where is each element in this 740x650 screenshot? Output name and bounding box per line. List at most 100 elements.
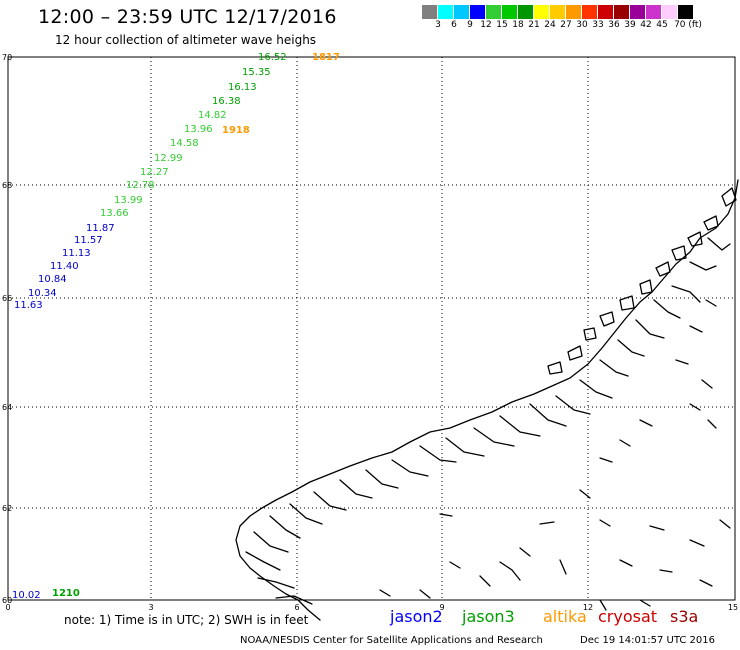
fjord: [339, 479, 373, 499]
lake: [479, 575, 491, 587]
wave-height-reading: 12.78: [126, 180, 155, 191]
wave-height-reading: 13.66: [100, 208, 129, 219]
fjord: [365, 469, 399, 489]
fjord: [617, 339, 645, 357]
wave-height-reading: 16.13: [228, 82, 257, 93]
lake: [719, 519, 731, 529]
legend-swatch: [454, 5, 470, 19]
wave-height-reading: 10.34: [28, 288, 57, 299]
y-tick-label: 60: [2, 596, 12, 605]
legend-label: 27: [560, 20, 572, 30]
legend-label: 70 (ft): [674, 20, 702, 30]
legend-swatch: [598, 5, 614, 19]
fjord: [445, 437, 485, 457]
legend-swatch: [662, 5, 678, 19]
fjord: [269, 515, 301, 539]
lake: [689, 403, 701, 411]
legend-swatch: [502, 5, 518, 19]
island: [655, 261, 671, 277]
wave-height-reading: 15.35: [242, 67, 271, 78]
map-grid: [7, 56, 736, 601]
altimeter-readings: 16.52 1817 15.35 16.13 16.38 14.82 13.96 1918 14…: [12, 52, 340, 601]
legend-swatch: [534, 5, 550, 19]
fjord: [635, 319, 665, 339]
island: [583, 327, 597, 341]
coastline: [235, 179, 739, 621]
lake: [599, 599, 607, 611]
x-tick-label: 15: [728, 603, 738, 612]
fjord: [289, 503, 323, 525]
legend-swatch: [630, 5, 646, 19]
lake: [499, 561, 521, 581]
wave-height-reading: 13.99: [114, 195, 143, 206]
wave-height-reading: 10.02: [12, 590, 41, 601]
lake: [619, 559, 633, 567]
fjord: [707, 237, 731, 251]
legend-swatch: [486, 5, 502, 19]
legend-label: 36: [608, 20, 620, 30]
lake: [379, 589, 391, 597]
wave-height-reading: 11.57: [74, 235, 103, 246]
wave-height-reading: 11.13: [62, 248, 91, 259]
legend-swatch: [438, 5, 454, 19]
wave-height-reading: 13.96: [184, 124, 213, 135]
fjord: [313, 491, 347, 511]
map-axes: 0 3 6 9 12 15 70 68 66 64 62 60: [2, 53, 738, 612]
x-tick-label: 3: [148, 603, 153, 612]
y-tick-label: 66: [2, 294, 12, 303]
color-legend-labels: 3 6 9 12 15 18 21 24 27 30 33 36 39 42 45 70 (ft): [422, 20, 732, 32]
satellite-legend-jason3: jason3: [462, 607, 515, 626]
lake: [539, 521, 555, 525]
legend-swatch: [518, 5, 534, 19]
legend-swatch: [646, 5, 662, 19]
island: [639, 279, 653, 295]
legend-label: 15: [496, 20, 508, 30]
lake: [449, 561, 461, 569]
y-tick-label: 70: [2, 53, 12, 62]
lake: [705, 299, 717, 307]
lake: [579, 489, 591, 499]
legend-swatch: [550, 5, 566, 19]
fjord: [689, 261, 717, 271]
lake: [675, 359, 689, 365]
wave-height-reading: 14.82: [198, 110, 227, 121]
legend-label: 42: [640, 20, 652, 30]
fjord: [653, 299, 681, 319]
legend-label: 33: [592, 20, 604, 30]
lake: [619, 439, 631, 447]
legend-label: 24: [544, 20, 556, 30]
legend-swatch: [470, 5, 486, 19]
fjord: [529, 403, 567, 427]
legend-label: 39: [624, 20, 636, 30]
fjord: [257, 577, 295, 589]
fjord: [599, 359, 629, 377]
wave-height-reading: 10.84: [38, 274, 67, 285]
island: [721, 187, 737, 207]
fjord: [391, 459, 429, 477]
fjord: [275, 595, 313, 605]
wave-height-reading: 1210: [52, 588, 80, 599]
legend-label: 45: [656, 20, 668, 30]
legend-label: 9: [467, 20, 473, 30]
fjord: [555, 395, 591, 415]
x-tick-label: 9: [439, 603, 444, 612]
satellite-legend-s3a: s3a: [670, 607, 699, 626]
coastline-main: [235, 179, 739, 621]
lake: [639, 419, 653, 427]
map-note: note: 1) Time is in UTC; 2) SWH is in fe…: [64, 613, 309, 627]
lake: [599, 519, 611, 527]
island: [703, 215, 719, 231]
x-tick-label: 6: [294, 603, 299, 612]
x-tick-label: 12: [583, 603, 593, 612]
wave-height-reading: 1817: [312, 52, 340, 63]
lake: [699, 579, 713, 587]
lake: [707, 419, 717, 429]
lake: [659, 569, 673, 573]
wave-height-reading: 12.99: [154, 153, 183, 164]
y-tick-label: 68: [2, 181, 12, 190]
map-subtitle: 12 hour collection of altimeter wave hei…: [55, 33, 317, 47]
y-tick-label: 62: [2, 504, 12, 513]
lake: [689, 325, 703, 333]
wave-height-reading: 16.38: [212, 96, 241, 107]
satellite-legend-altika: altika: [543, 607, 587, 626]
